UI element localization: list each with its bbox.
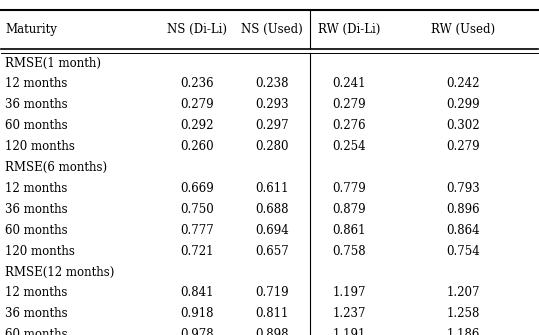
Text: 0.777: 0.777 (180, 224, 213, 237)
Text: 0.754: 0.754 (446, 245, 480, 258)
Text: Maturity: Maturity (5, 23, 57, 36)
Text: 0.694: 0.694 (255, 224, 289, 237)
Text: 0.280: 0.280 (255, 140, 289, 153)
Text: 0.279: 0.279 (332, 98, 366, 111)
Text: 0.238: 0.238 (255, 77, 289, 90)
Text: NS (Used): NS (Used) (241, 23, 303, 36)
Text: 120 months: 120 months (5, 140, 75, 153)
Text: 1.197: 1.197 (332, 286, 366, 299)
Text: 0.750: 0.750 (180, 203, 213, 216)
Text: 1.191: 1.191 (333, 328, 365, 335)
Text: 60 months: 60 months (5, 119, 68, 132)
Text: 0.292: 0.292 (180, 119, 213, 132)
Text: 12 months: 12 months (5, 77, 68, 90)
Text: 0.879: 0.879 (332, 203, 366, 216)
Text: 0.297: 0.297 (255, 119, 289, 132)
Text: 0.898: 0.898 (255, 328, 289, 335)
Text: 0.688: 0.688 (255, 203, 289, 216)
Text: 0.279: 0.279 (446, 140, 480, 153)
Text: RMSE(1 month): RMSE(1 month) (5, 57, 101, 69)
Text: 0.918: 0.918 (180, 307, 213, 320)
Text: RMSE(12 months): RMSE(12 months) (5, 266, 115, 278)
Text: 1.186: 1.186 (446, 328, 480, 335)
Text: 0.302: 0.302 (446, 119, 480, 132)
Text: 0.721: 0.721 (180, 245, 213, 258)
Text: 60 months: 60 months (5, 328, 68, 335)
Text: 0.242: 0.242 (446, 77, 480, 90)
Text: 36 months: 36 months (5, 98, 68, 111)
Text: 120 months: 120 months (5, 245, 75, 258)
Text: 12 months: 12 months (5, 286, 68, 299)
Text: RW (Used): RW (Used) (431, 23, 495, 36)
Text: 0.299: 0.299 (446, 98, 480, 111)
Text: 36 months: 36 months (5, 307, 68, 320)
Text: 60 months: 60 months (5, 224, 68, 237)
Text: 0.896: 0.896 (446, 203, 480, 216)
Text: 0.293: 0.293 (255, 98, 289, 111)
Text: 0.279: 0.279 (180, 98, 213, 111)
Text: NS (Di-Li): NS (Di-Li) (167, 23, 227, 36)
Text: 0.811: 0.811 (255, 307, 289, 320)
Text: 0.719: 0.719 (255, 286, 289, 299)
Text: 1.258: 1.258 (446, 307, 480, 320)
Text: 12 months: 12 months (5, 182, 68, 195)
Text: 0.779: 0.779 (332, 182, 366, 195)
Text: 0.657: 0.657 (255, 245, 289, 258)
Text: 0.841: 0.841 (180, 286, 213, 299)
Text: 0.611: 0.611 (255, 182, 289, 195)
Text: 0.236: 0.236 (180, 77, 213, 90)
Text: 0.864: 0.864 (446, 224, 480, 237)
Text: RMSE(6 months): RMSE(6 months) (5, 161, 107, 174)
Text: 0.861: 0.861 (332, 224, 366, 237)
Text: 0.669: 0.669 (180, 182, 213, 195)
Text: 0.260: 0.260 (180, 140, 213, 153)
Text: 1.237: 1.237 (332, 307, 366, 320)
Text: 1.207: 1.207 (446, 286, 480, 299)
Text: 0.758: 0.758 (332, 245, 366, 258)
Text: 0.793: 0.793 (446, 182, 480, 195)
Text: 0.276: 0.276 (332, 119, 366, 132)
Text: RW (Di-Li): RW (Di-Li) (318, 23, 380, 36)
Text: 36 months: 36 months (5, 203, 68, 216)
Text: 0.241: 0.241 (332, 77, 366, 90)
Text: 0.978: 0.978 (180, 328, 213, 335)
Text: 0.254: 0.254 (332, 140, 366, 153)
